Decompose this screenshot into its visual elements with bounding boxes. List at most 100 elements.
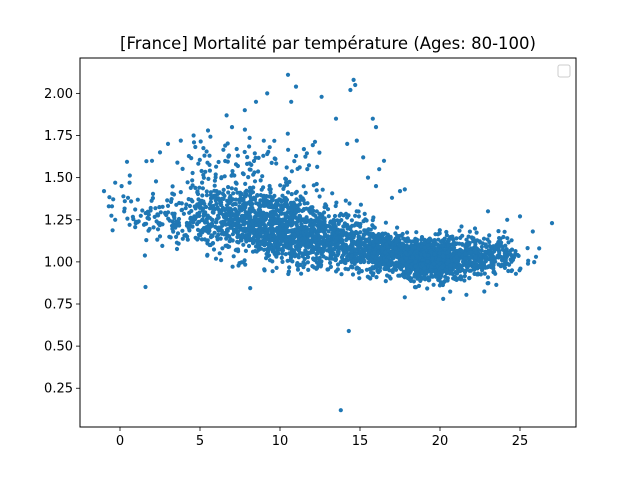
x-tick-label: 5	[196, 434, 204, 449]
data-point	[445, 276, 450, 281]
y-tick-label: 1.50	[44, 171, 73, 186]
data-point	[334, 236, 339, 241]
data-point	[442, 279, 447, 285]
data-point	[485, 275, 491, 280]
data-point	[193, 144, 198, 150]
data-point	[416, 242, 421, 247]
data-point	[274, 265, 279, 270]
data-point	[509, 268, 515, 273]
data-point	[413, 238, 418, 243]
data-point	[187, 203, 192, 209]
data-point	[292, 159, 297, 164]
data-point	[227, 239, 232, 244]
data-point	[431, 282, 436, 287]
data-point	[294, 216, 299, 221]
data-point	[278, 241, 283, 247]
data-point	[280, 259, 285, 264]
data-point	[168, 235, 173, 240]
data-point	[505, 236, 510, 241]
data-point	[436, 271, 442, 276]
data-point	[296, 207, 301, 212]
data-point	[449, 236, 455, 241]
data-point	[207, 242, 212, 248]
data-point	[279, 255, 284, 260]
data-point	[223, 143, 228, 148]
data-point	[204, 189, 209, 194]
data-point	[319, 94, 324, 99]
data-point	[273, 209, 278, 214]
data-point	[207, 202, 212, 207]
data-point	[467, 229, 472, 234]
data-point	[218, 236, 223, 241]
data-point	[324, 256, 329, 261]
y-axis-ticks: 0.25 0.50 0.75 1.00 1.25 1.50 1.75 2.00	[44, 87, 80, 397]
data-point	[487, 233, 492, 238]
data-point	[409, 239, 414, 244]
data-point	[315, 164, 320, 169]
data-point	[496, 229, 501, 234]
data-point	[214, 234, 220, 239]
data-point	[231, 254, 236, 259]
data-point	[144, 159, 149, 164]
data-point	[500, 247, 505, 252]
data-point	[358, 202, 363, 207]
data-point	[394, 249, 399, 254]
data-point	[211, 247, 217, 252]
data-point	[269, 237, 275, 243]
data-point	[459, 249, 465, 254]
data-point	[341, 213, 346, 218]
data-point	[400, 242, 405, 247]
data-point	[230, 264, 235, 269]
data-point	[310, 143, 315, 148]
data-point	[149, 198, 154, 203]
data-point	[387, 240, 392, 245]
data-point	[373, 233, 378, 238]
data-point	[437, 231, 442, 236]
data-point	[368, 227, 373, 232]
data-point	[317, 150, 322, 155]
data-point	[432, 251, 437, 257]
data-point	[278, 226, 283, 231]
data-point	[107, 195, 112, 200]
data-point	[211, 209, 216, 214]
data-point	[454, 254, 459, 259]
data-point	[109, 204, 115, 209]
data-point	[229, 207, 234, 213]
data-point	[222, 207, 227, 213]
data-point	[267, 187, 272, 192]
data-point	[289, 99, 294, 104]
data-point	[261, 185, 266, 190]
data-point	[218, 225, 223, 230]
data-point	[231, 197, 236, 202]
data-point	[256, 213, 261, 218]
x-tick-label: 25	[512, 434, 529, 449]
data-point	[262, 214, 267, 219]
data-point	[422, 276, 427, 281]
data-point	[485, 237, 490, 242]
data-point	[283, 238, 288, 243]
data-point	[253, 249, 258, 254]
data-point	[266, 149, 271, 154]
data-point	[281, 243, 286, 248]
data-point	[154, 219, 159, 224]
data-point	[213, 256, 219, 261]
data-point	[482, 289, 487, 294]
data-point	[187, 210, 192, 215]
data-point	[174, 202, 179, 207]
data-point	[339, 255, 344, 260]
x-tick-label: 15	[352, 434, 369, 449]
data-point	[286, 147, 291, 152]
data-point	[505, 217, 510, 222]
data-point	[345, 215, 350, 220]
data-point	[176, 216, 182, 222]
data-point	[285, 190, 291, 195]
data-point	[358, 221, 363, 227]
data-point	[305, 260, 310, 265]
data-point	[288, 244, 293, 249]
data-point	[199, 198, 204, 203]
data-point	[301, 184, 306, 189]
data-point	[256, 235, 261, 240]
data-point	[234, 181, 239, 186]
data-point	[205, 213, 210, 218]
data-point	[129, 199, 134, 204]
